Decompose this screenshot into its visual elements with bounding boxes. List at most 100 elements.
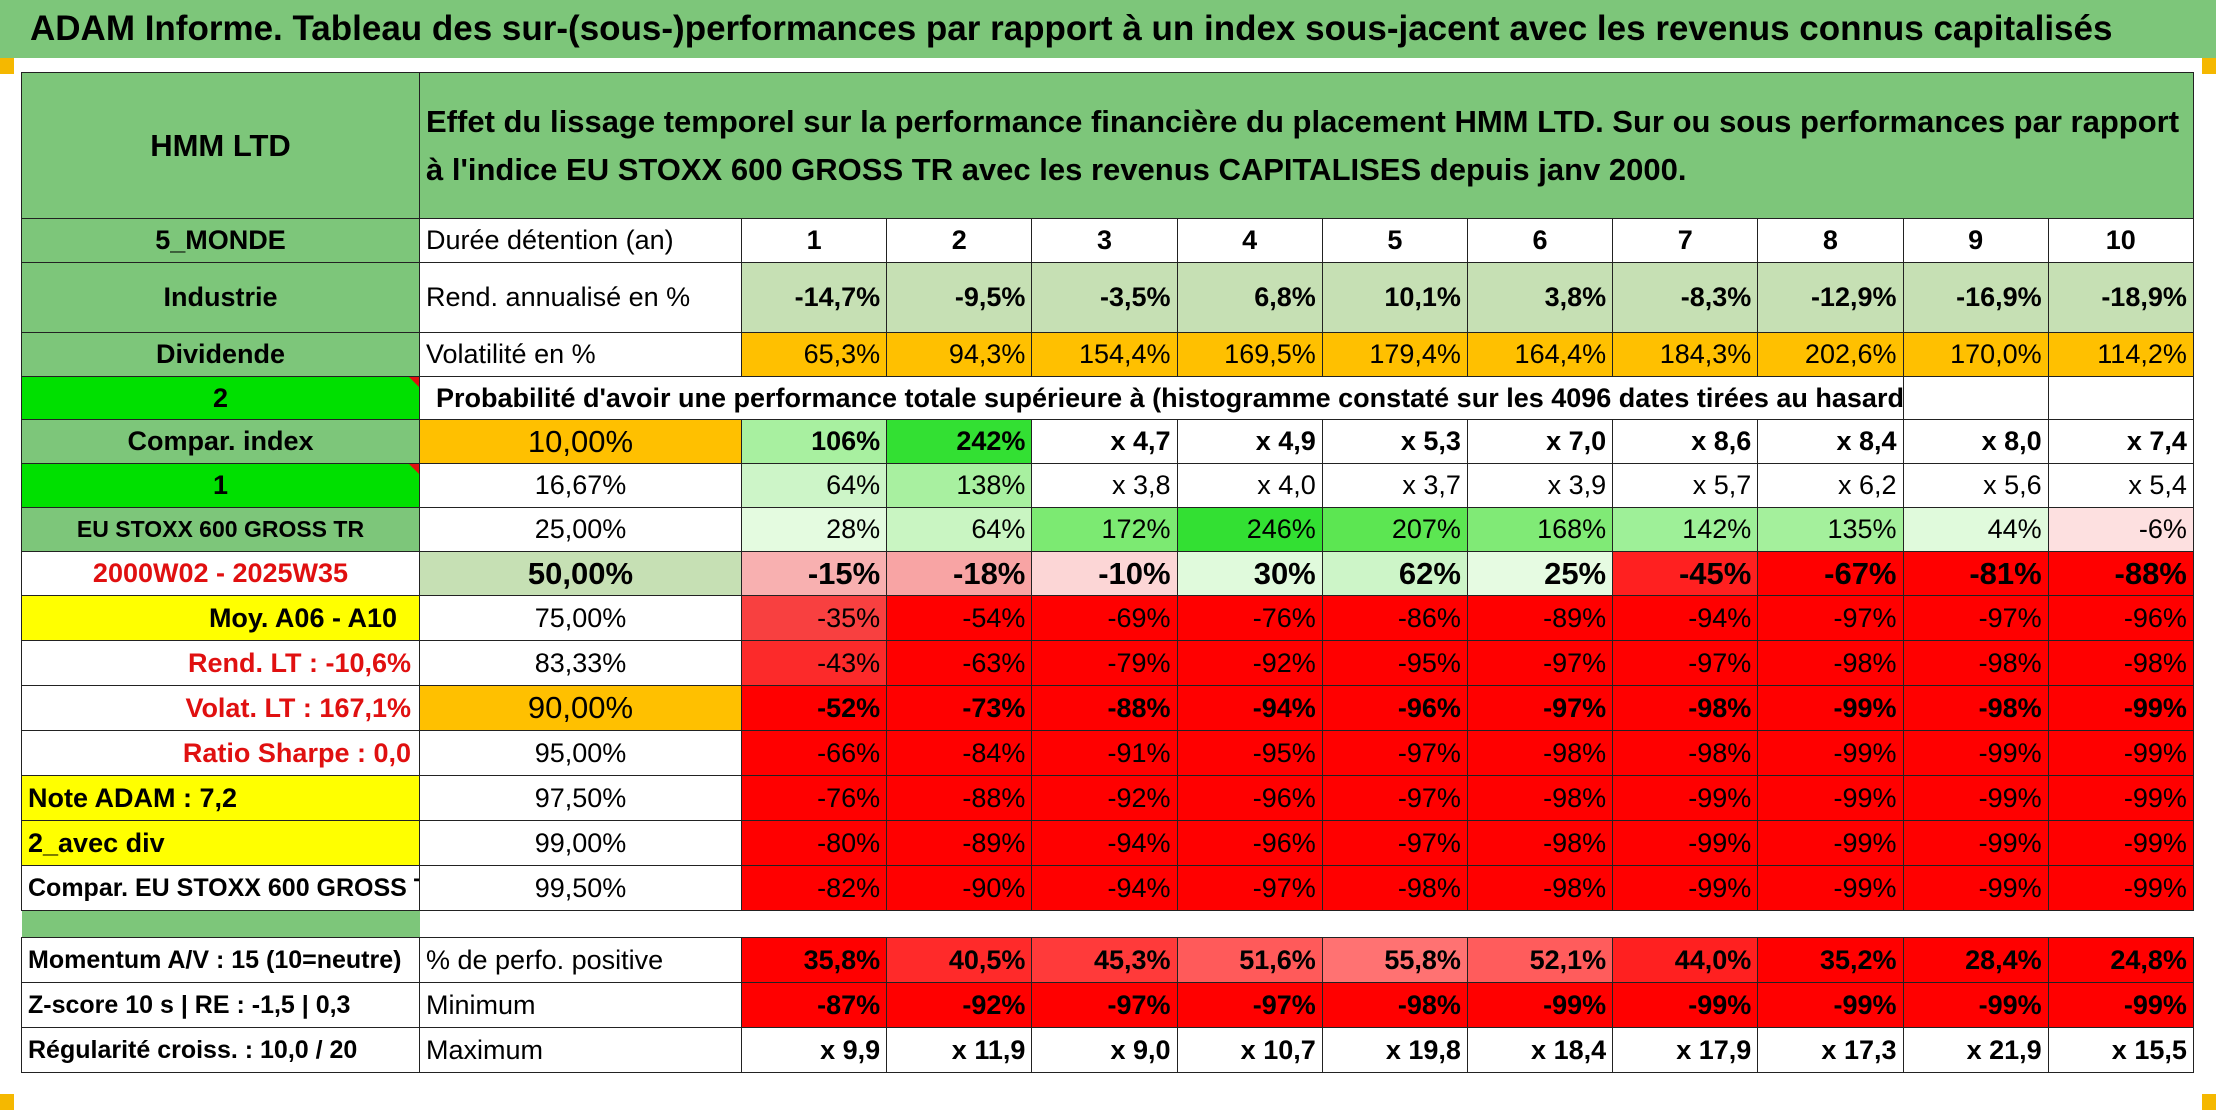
prob-cell: -97%: [1757, 595, 1904, 641]
volatility-value: 94,3%: [886, 332, 1033, 377]
probability-title: Probabilité d'avoir une performance tota…: [419, 376, 1904, 420]
prob-cell: -98%: [1466, 865, 1614, 911]
quantile-pct: 10,00%: [419, 419, 742, 464]
prob-cell: -84%: [886, 730, 1033, 776]
table-description: Effet du lissage temporel sur la perform…: [419, 72, 2194, 219]
prob-cell: -94%: [1031, 865, 1178, 911]
year-header: 3: [1031, 218, 1178, 263]
positive-perf-value: 35,8%: [740, 937, 888, 983]
positive-perf-value: 45,3%: [1031, 937, 1178, 983]
prob-cell: -99%: [1902, 775, 2049, 821]
sharpe-ratio: Ratio Sharpe : 0,0: [21, 730, 420, 776]
prob-cell: -69%: [1031, 595, 1178, 641]
quantile-row: Compar. EU STOXX 600 GROSS TR 99,50% -82…: [21, 865, 2194, 911]
quantile-row: Compar. index 10,00% 106% 242% x 4,7 x 4…: [21, 419, 2194, 464]
prob-cell: 106%: [740, 419, 888, 464]
annual-return-value: -18,9%: [2047, 262, 2194, 333]
prob-cell: 207%: [1321, 507, 1468, 552]
prob-cell: x 5,4: [2047, 463, 2194, 508]
prob-cell: -99%: [1757, 775, 1904, 821]
page-title: ADAM Informe. Tableau des sur-(sous-)per…: [0, 0, 2216, 58]
prob-cell: -97%: [1176, 865, 1323, 911]
prob-cell: x 7,4: [2047, 419, 2194, 464]
prob-cell: x 4,7: [1031, 419, 1178, 464]
prob-cell: -18%: [886, 551, 1033, 596]
fund-name: HMM LTD: [21, 72, 420, 219]
prob-cell: -81%: [1902, 551, 2049, 596]
prob-cell: -99%: [1757, 730, 1904, 776]
prob-cell: -99%: [1757, 820, 1904, 866]
prob-cell: -97%: [1321, 775, 1468, 821]
quantile-pct: 83,33%: [419, 640, 742, 686]
positive-perf-value: 44,0%: [1612, 937, 1759, 983]
prob-cell: -99%: [2047, 775, 2194, 821]
prob-cell: -54%: [886, 595, 1033, 641]
positive-perf-value: 40,5%: [886, 937, 1033, 983]
annual-return-value: -3,5%: [1031, 262, 1178, 333]
holding-duration-label: Durée détention (an): [419, 218, 742, 263]
prob-cell: -98%: [1321, 865, 1468, 911]
minimum-value: -92%: [886, 982, 1033, 1028]
annual-return-value: 6,8%: [1176, 262, 1323, 333]
prob-cell: -10%: [1031, 551, 1178, 596]
quantile-pct: 97,50%: [419, 775, 742, 821]
prob-cell: -99%: [2047, 730, 2194, 776]
prob-cell: -96%: [1321, 685, 1468, 731]
prob-cell: -99%: [2047, 865, 2194, 911]
prob-cell: -99%: [1612, 865, 1759, 911]
prob-cell: x 3,8: [1031, 463, 1178, 508]
prob-cell: -97%: [1612, 640, 1759, 686]
prob-cell: -76%: [740, 775, 888, 821]
region-label: 5_MONDE: [21, 218, 420, 263]
maximum-value: x 9,9: [740, 1027, 888, 1073]
prob-cell: 64%: [886, 507, 1033, 552]
prob-cell: 172%: [1031, 507, 1178, 552]
prob-cell: x 8,6: [1612, 419, 1759, 464]
maximum-value: x 17,3: [1757, 1027, 1904, 1073]
positive-perf-value: 51,6%: [1176, 937, 1323, 983]
prob-cell: 25%: [1466, 551, 1614, 596]
prob-cell: -97%: [1466, 685, 1614, 731]
prob-cell: 168%: [1466, 507, 1614, 552]
year-header: 8: [1757, 218, 1904, 263]
corner-marker: [0, 58, 14, 74]
volatility-value: 170,0%: [1902, 332, 2049, 377]
dividend-label: Dividende: [21, 332, 420, 377]
dividend-mode: 2_avec div: [21, 820, 420, 866]
prob-cell: -99%: [1757, 685, 1904, 731]
prob-cell: -66%: [740, 730, 888, 776]
positive-perf-row: Momentum A/V : 15 (10=neutre) % de perfo…: [21, 937, 2194, 983]
prob-cell: x 5,3: [1321, 419, 1468, 464]
prob-cell: 28%: [740, 507, 888, 552]
prob-cell: -52%: [740, 685, 888, 731]
prob-cell: -98%: [1757, 640, 1904, 686]
maximum-value: x 9,0: [1031, 1027, 1178, 1073]
prob-cell: x 3,7: [1321, 463, 1468, 508]
quantile-row: 2_avec div 99,00% -80% -89% -94% -96% -9…: [21, 820, 2194, 866]
annual-return-value: 10,1%: [1321, 262, 1468, 333]
prob-cell: 64%: [740, 463, 888, 508]
prob-cell: -97%: [1902, 595, 2049, 641]
probability-title-row: 2 Probabilité d'avoir une performance to…: [21, 376, 2194, 420]
years-row: 5_MONDE Durée détention (an) 1 2 3 4 5 6…: [21, 218, 2194, 263]
maximum-row: Régularité croiss. : 10,0 / 20 Maximum x…: [21, 1027, 2194, 1073]
prob-cell: x 6,2: [1757, 463, 1904, 508]
volatility-value: 179,4%: [1321, 332, 1468, 377]
prob-cell: -98%: [1902, 640, 2049, 686]
prob-cell: -98%: [1902, 685, 2049, 731]
prob-cell: -98%: [1612, 730, 1759, 776]
row-label: Compar. index: [21, 419, 420, 464]
prob-cell: -94%: [1612, 595, 1759, 641]
prob-cell: -80%: [740, 820, 888, 866]
year-header: 7: [1612, 218, 1759, 263]
prob-cell: -88%: [2047, 551, 2194, 596]
selector-value[interactable]: 2: [21, 376, 420, 420]
year-header: 4: [1176, 218, 1323, 263]
prob-cell: 242%: [886, 419, 1033, 464]
selector-value[interactable]: 1: [21, 463, 420, 508]
prob-cell: x 4,9: [1176, 419, 1323, 464]
prob-cell: 246%: [1176, 507, 1323, 552]
prob-cell: -35%: [740, 595, 888, 641]
minimum-value: -99%: [1902, 982, 2049, 1028]
prob-cell: -98%: [1612, 685, 1759, 731]
